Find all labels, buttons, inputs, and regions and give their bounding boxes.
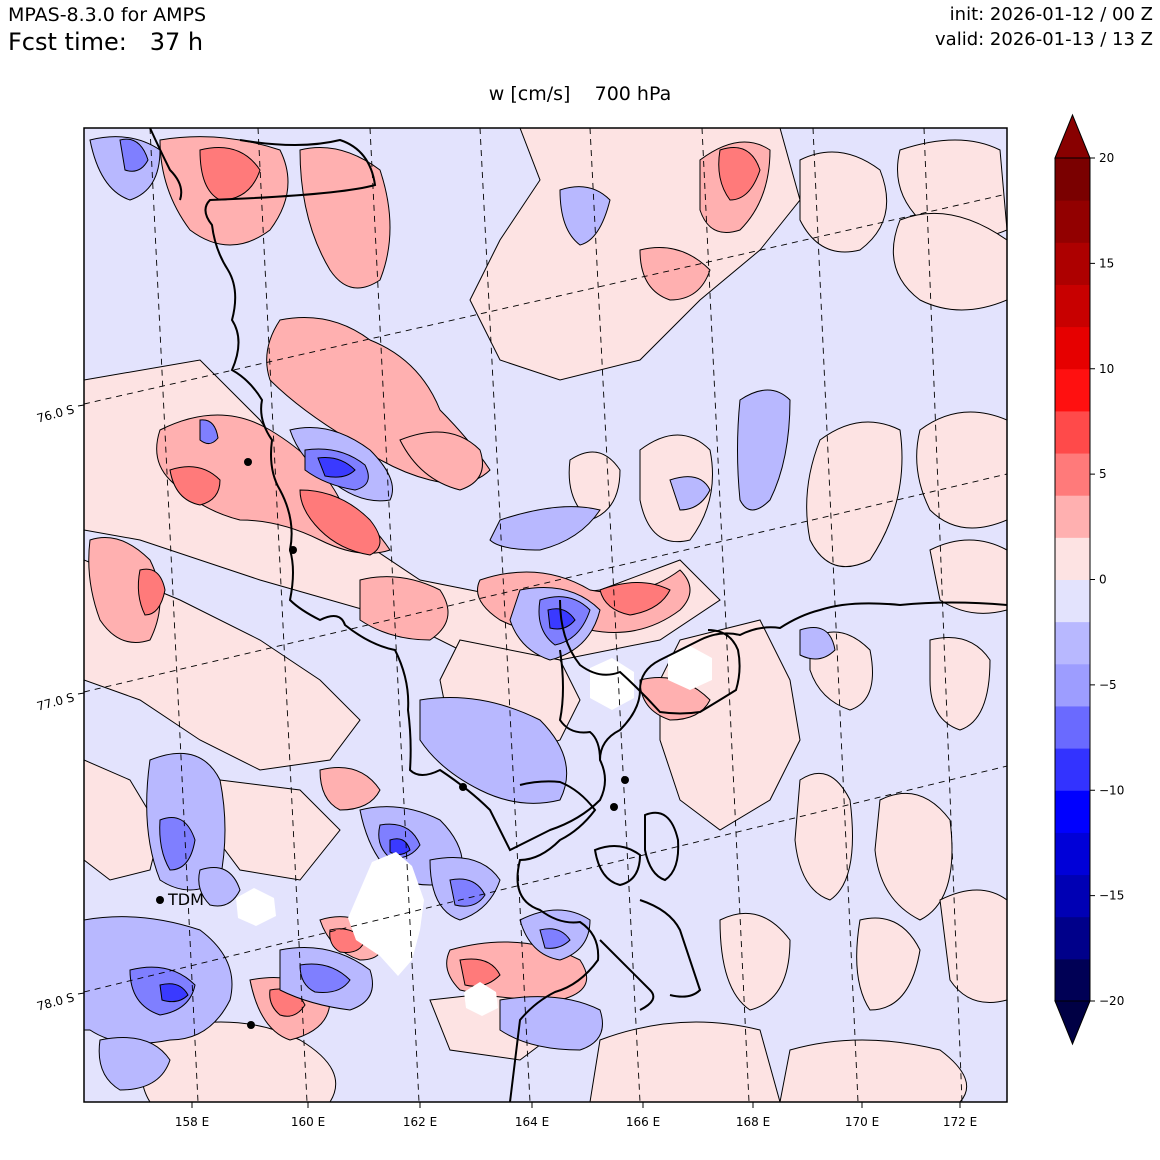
updraft-strong-regions xyxy=(137,147,761,1017)
forecast-time-label: Fcst time: xyxy=(8,28,127,56)
graticule xyxy=(84,128,1007,1102)
lat-label: 77.0 S xyxy=(35,690,75,713)
lon-label: 158 E xyxy=(175,1115,209,1129)
lat-label: 76.0 S xyxy=(35,402,75,425)
valid-time: valid: 2026-01-13 / 13 Z xyxy=(935,29,1153,50)
colorbar-segment xyxy=(1055,579,1090,623)
plot-title: w [cm/s] 700 hPa xyxy=(0,83,1160,105)
init-time: init: 2026-01-12 / 00 Z xyxy=(949,4,1153,25)
colorbar-tick-label: −5 xyxy=(1099,678,1117,692)
colorbar-tick-label: 20 xyxy=(1099,151,1114,165)
station-markers xyxy=(156,458,629,1029)
colorbar-segment xyxy=(1055,705,1090,749)
map-panel: TDM xyxy=(84,128,1007,1102)
station-label: TDM xyxy=(167,890,204,909)
colorbar-segment xyxy=(1055,874,1090,918)
colorbar-tick-label: 10 xyxy=(1099,362,1114,376)
coastlines xyxy=(149,128,1007,1102)
colorbar-segment xyxy=(1055,790,1090,833)
map-frame xyxy=(83,127,1008,1103)
colorbar-tick-label: 15 xyxy=(1099,256,1114,270)
missing-data-holes xyxy=(236,646,712,1016)
colorbar-extend-max xyxy=(1054,113,1091,159)
lon-label: 162 E xyxy=(403,1115,437,1129)
lat-label: 78.0 S xyxy=(35,990,75,1013)
lon-label: 166 E xyxy=(626,1115,660,1129)
colorbar-segment xyxy=(1055,410,1090,454)
lon-label: 168 E xyxy=(736,1115,770,1129)
colorbar-segment xyxy=(1055,832,1090,876)
colorbar-tick-label: −15 xyxy=(1099,889,1124,903)
colorbar-segment xyxy=(1055,242,1090,285)
lat-tick xyxy=(77,692,85,695)
colorbar-segment xyxy=(1055,916,1090,960)
colorbar-segment xyxy=(1055,663,1090,707)
colorbar-segment xyxy=(1055,200,1090,243)
colorbar-extend-min xyxy=(1054,1000,1091,1046)
latitude-labels: 76.0 S 77.0 S 78.0 S xyxy=(35,402,85,1014)
colorbar-segment xyxy=(1055,326,1090,370)
colorbar-segment xyxy=(1055,453,1090,496)
colorbar-segment xyxy=(1055,284,1090,328)
colorbar-segment xyxy=(1055,158,1090,201)
lon-label: 170 E xyxy=(845,1115,879,1129)
colorbar-segment xyxy=(1055,368,1090,412)
plot-level: 700 hPa xyxy=(594,83,672,105)
colorbar xyxy=(1054,113,1091,1046)
colorbar-tick-label: −10 xyxy=(1099,783,1124,797)
lat-tick xyxy=(77,992,85,995)
model-name: MPAS-8.3.0 for AMPS xyxy=(8,4,207,26)
plot-variable: w [cm/s] xyxy=(488,83,571,105)
forecast-time: Fcst time: 37 h xyxy=(8,28,203,56)
lat-tick xyxy=(77,404,85,407)
lon-label: 172 E xyxy=(943,1115,977,1129)
colorbar-tick-labels: 20 15 10 5 0 −5 −10 −15 −20 xyxy=(1090,151,1124,1008)
longitude-labels: 158 E 160 E 162 E 164 E 166 E 168 E 170 E 172 E xyxy=(175,1102,977,1129)
colorbar-tick-label: 0 xyxy=(1099,573,1107,587)
lon-label: 164 E xyxy=(515,1115,549,1129)
colorbar-segment xyxy=(1055,621,1090,665)
colorbar-segment xyxy=(1055,958,1090,1002)
colorbar-tick-label: −20 xyxy=(1099,994,1124,1008)
colorbar-segment xyxy=(1055,537,1090,580)
forecast-time-value: 37 h xyxy=(149,28,204,56)
colorbar-tick-label: 5 xyxy=(1099,467,1107,481)
lon-label: 160 E xyxy=(291,1115,325,1129)
colorbar-segment xyxy=(1055,495,1090,538)
colorbar-segment xyxy=(1055,748,1090,791)
